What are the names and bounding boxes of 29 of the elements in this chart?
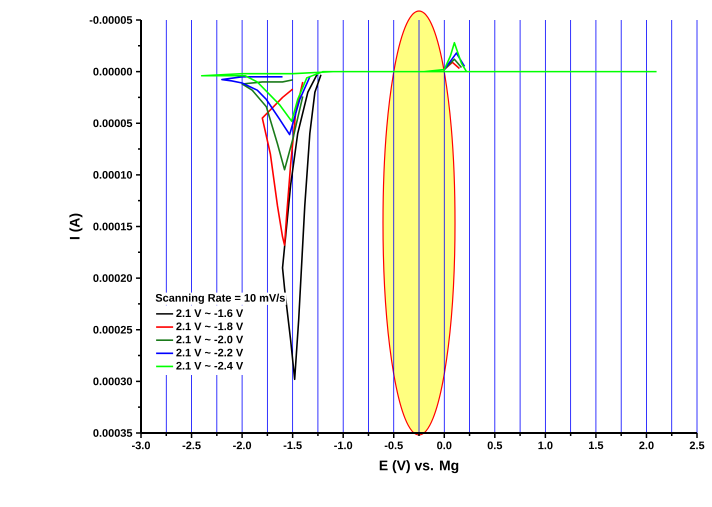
- y-tick-label: 0.00025: [93, 326, 132, 334]
- x-tick-label: -0.5: [384, 442, 403, 450]
- y-tick-label: 0.00000: [93, 68, 132, 76]
- y-axis-title: I (A): [69, 214, 82, 240]
- x-tick-label: -3.0: [132, 442, 150, 450]
- x-tick-label: -1.0: [334, 442, 352, 450]
- legend-label: 2.1 V ~ -1.6 V: [176, 309, 244, 318]
- x-tick-label: 1.0: [538, 442, 553, 450]
- x-tick-label: -2.0: [233, 442, 252, 450]
- x-tick-label: -1.5: [284, 442, 302, 450]
- legend-label: 2.1 V ~ -2.0 V: [176, 336, 244, 344]
- x-tick-label: 0.0: [437, 442, 452, 450]
- legend-label: 2.1 V ~ -2.2 V: [176, 348, 244, 356]
- y-tick-label: 0.00030: [93, 377, 132, 386]
- y-tick-label: -0.00005: [90, 16, 132, 24]
- y-tick-label: 0.00005: [93, 119, 132, 128]
- x-tick-label: -2.5: [182, 442, 201, 450]
- x-tick-label: 2.5: [690, 442, 704, 450]
- legend-label: 2.1 V ~ -1.8 V: [176, 322, 244, 330]
- y-tick-label: 0.00035: [93, 429, 132, 437]
- y-tick-label: 0.00010: [93, 171, 132, 179]
- x-tick-label: 2.0: [639, 442, 654, 450]
- legend-label: 2.1 V ~ -2.4 V: [176, 362, 244, 370]
- legend-title: Scanning Rate = 10 mV/s: [156, 294, 285, 304]
- y-tick-label: 0.00020: [93, 274, 132, 282]
- x-tick-label: 0.5: [488, 442, 502, 450]
- x-axis-title: E (V) vs. Mg: [380, 460, 458, 474]
- y-tick-label: 0.00015: [93, 222, 132, 230]
- x-tick-label: 1.5: [588, 442, 604, 450]
